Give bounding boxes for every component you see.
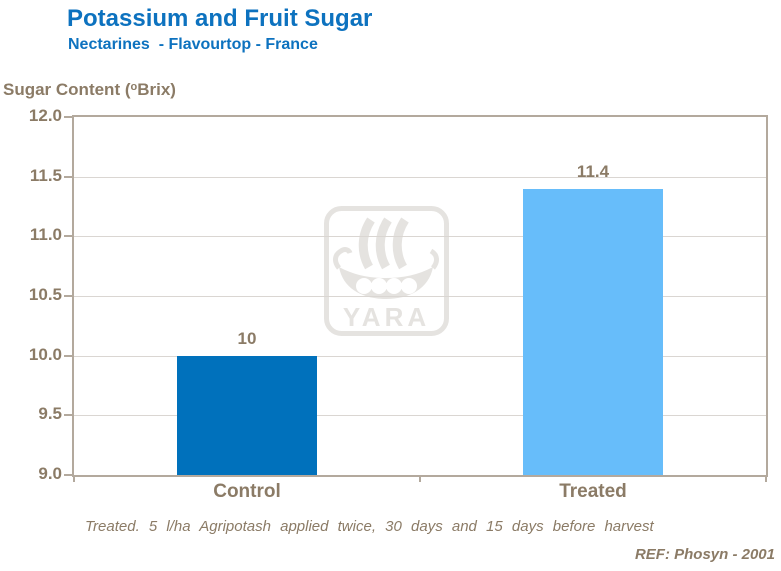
watermark-text: YARA	[343, 302, 430, 332]
gridline	[74, 355, 766, 357]
bar-value-label: 11.4	[576, 162, 610, 181]
category-label-control: Control	[213, 481, 281, 502]
y-tick-mark	[64, 295, 72, 297]
x-tick-mark	[765, 477, 767, 482]
x-tick-mark	[73, 477, 75, 482]
y-tick-label: 10.0	[28, 344, 62, 364]
plot-area: YARA	[72, 115, 768, 477]
y-tick-label: 9.0	[38, 464, 62, 483]
gridline	[74, 236, 766, 238]
bar-value-label: 10	[237, 329, 257, 348]
y-tick-mark	[64, 354, 72, 357]
y-tick-mark	[64, 175, 72, 178]
y-tick-label: 12.0	[28, 106, 62, 125]
gridline	[74, 415, 766, 417]
category-label-treated: Treated	[559, 481, 627, 502]
footnote: Treated. 5 l/ha Agripotash applied twice…	[85, 518, 654, 535]
y-tick-mark	[64, 414, 72, 417]
bar-treated	[523, 189, 663, 475]
yara-logo-watermark-icon: YARA	[324, 206, 449, 336]
y-axis-title-suffix: Brix)	[137, 80, 176, 99]
y-tick-label: 10.5	[28, 285, 62, 304]
x-tick-mark	[419, 477, 421, 482]
y-tick-label: 11.5	[29, 165, 62, 185]
y-axis-title-prefix: Sugar Content (	[3, 80, 131, 99]
reference-text: REF: Phosyn - 2001	[634, 546, 775, 563]
chart-subtitle: Nectarines - Flavourtop - France	[68, 36, 318, 53]
y-tick-label: 9.5	[38, 404, 62, 424]
chart-title: Potassium and Fruit Sugar	[67, 5, 373, 32]
y-tick-label: 11.0	[29, 225, 62, 245]
y-tick-mark	[64, 116, 72, 118]
y-tick-mark	[64, 474, 72, 476]
y-tick-mark	[64, 235, 72, 238]
y-axis-title: Sugar Content (oBrix)	[3, 80, 176, 100]
y-axis-title-superscript: o	[130, 81, 138, 93]
gridline	[74, 296, 766, 297]
gridline	[74, 176, 766, 178]
bar-control	[177, 356, 317, 475]
